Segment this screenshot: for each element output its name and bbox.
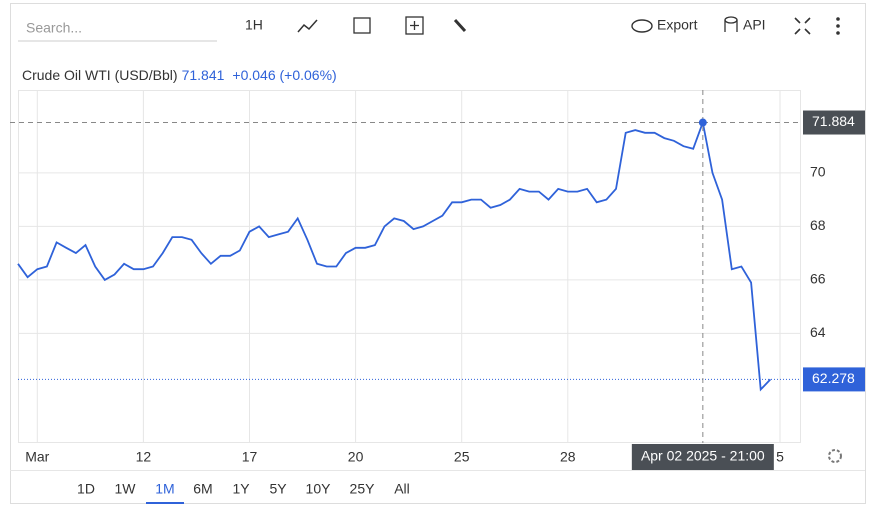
- plot-area: [18, 90, 801, 443]
- range-button[interactable]: 6M: [193, 481, 212, 497]
- menu-icon[interactable]: [836, 17, 840, 35]
- x-tick-label: 25: [454, 449, 470, 465]
- export-icon[interactable]: [631, 19, 653, 33]
- last-price: 71.841: [182, 67, 225, 83]
- calendar-icon[interactable]: [353, 17, 371, 34]
- x-tick-label: Mar: [25, 449, 49, 465]
- add-indicator-icon[interactable]: [405, 16, 424, 35]
- last-price-box: [803, 367, 865, 392]
- crosshair-date-box: [631, 444, 774, 470]
- export-button[interactable]: Export: [657, 17, 698, 33]
- crosshair-date-label: Apr 02 2025 - 21:00: [641, 448, 765, 464]
- chart-type-icon[interactable]: [297, 19, 318, 33]
- range-button[interactable]: 25Y: [350, 481, 376, 497]
- y-tick-label: 66: [810, 271, 826, 287]
- range-button[interactable]: 1M: [155, 481, 174, 497]
- x-tick-label: 12: [136, 449, 152, 465]
- last-price-label: 62.278: [812, 370, 855, 386]
- range-button[interactable]: 10Y: [306, 481, 332, 497]
- range-button[interactable]: 1Y: [232, 481, 250, 497]
- x-tick-label: 28: [560, 449, 576, 465]
- price-change: +0.046 (+0.06%): [232, 67, 336, 83]
- api-button[interactable]: API: [743, 17, 766, 33]
- crosshair-value-label: 71.884: [812, 113, 855, 129]
- x-tick-label: 17: [242, 449, 258, 465]
- search-input[interactable]: Search...: [26, 20, 82, 36]
- crosshair-point: [698, 118, 707, 127]
- api-icon[interactable]: [724, 16, 738, 24]
- price-line: [17, 119, 772, 392]
- y-tick-label: 68: [810, 217, 826, 233]
- settings-wrench-icon[interactable]: [453, 18, 467, 33]
- range-button[interactable]: 1D: [77, 481, 95, 497]
- settings-gear[interactable]: [828, 449, 842, 463]
- y-tick-label: 64: [810, 324, 826, 340]
- range-button[interactable]: 1W: [115, 481, 137, 497]
- range-button[interactable]: 5Y: [269, 481, 287, 497]
- x-tick-label: 5: [776, 449, 784, 465]
- api-icon-body: [724, 20, 738, 32]
- x-tick-label: 20: [348, 449, 364, 465]
- fullscreen-icon[interactable]: [794, 17, 811, 35]
- range-button[interactable]: All: [394, 481, 410, 497]
- chart-title: Crude Oil WTI (USD/Bbl) 71.841 +0.046 (+0.…: [22, 67, 337, 83]
- add-indicator-plus: [410, 21, 419, 30]
- crosshair-value-box: [803, 110, 865, 135]
- y-tick-label: 70: [810, 164, 826, 180]
- widget-frame: [10, 3, 866, 504]
- instrument-name: Crude Oil WTI (USD/Bbl): [22, 67, 178, 83]
- interval-button[interactable]: 1H: [245, 17, 263, 33]
